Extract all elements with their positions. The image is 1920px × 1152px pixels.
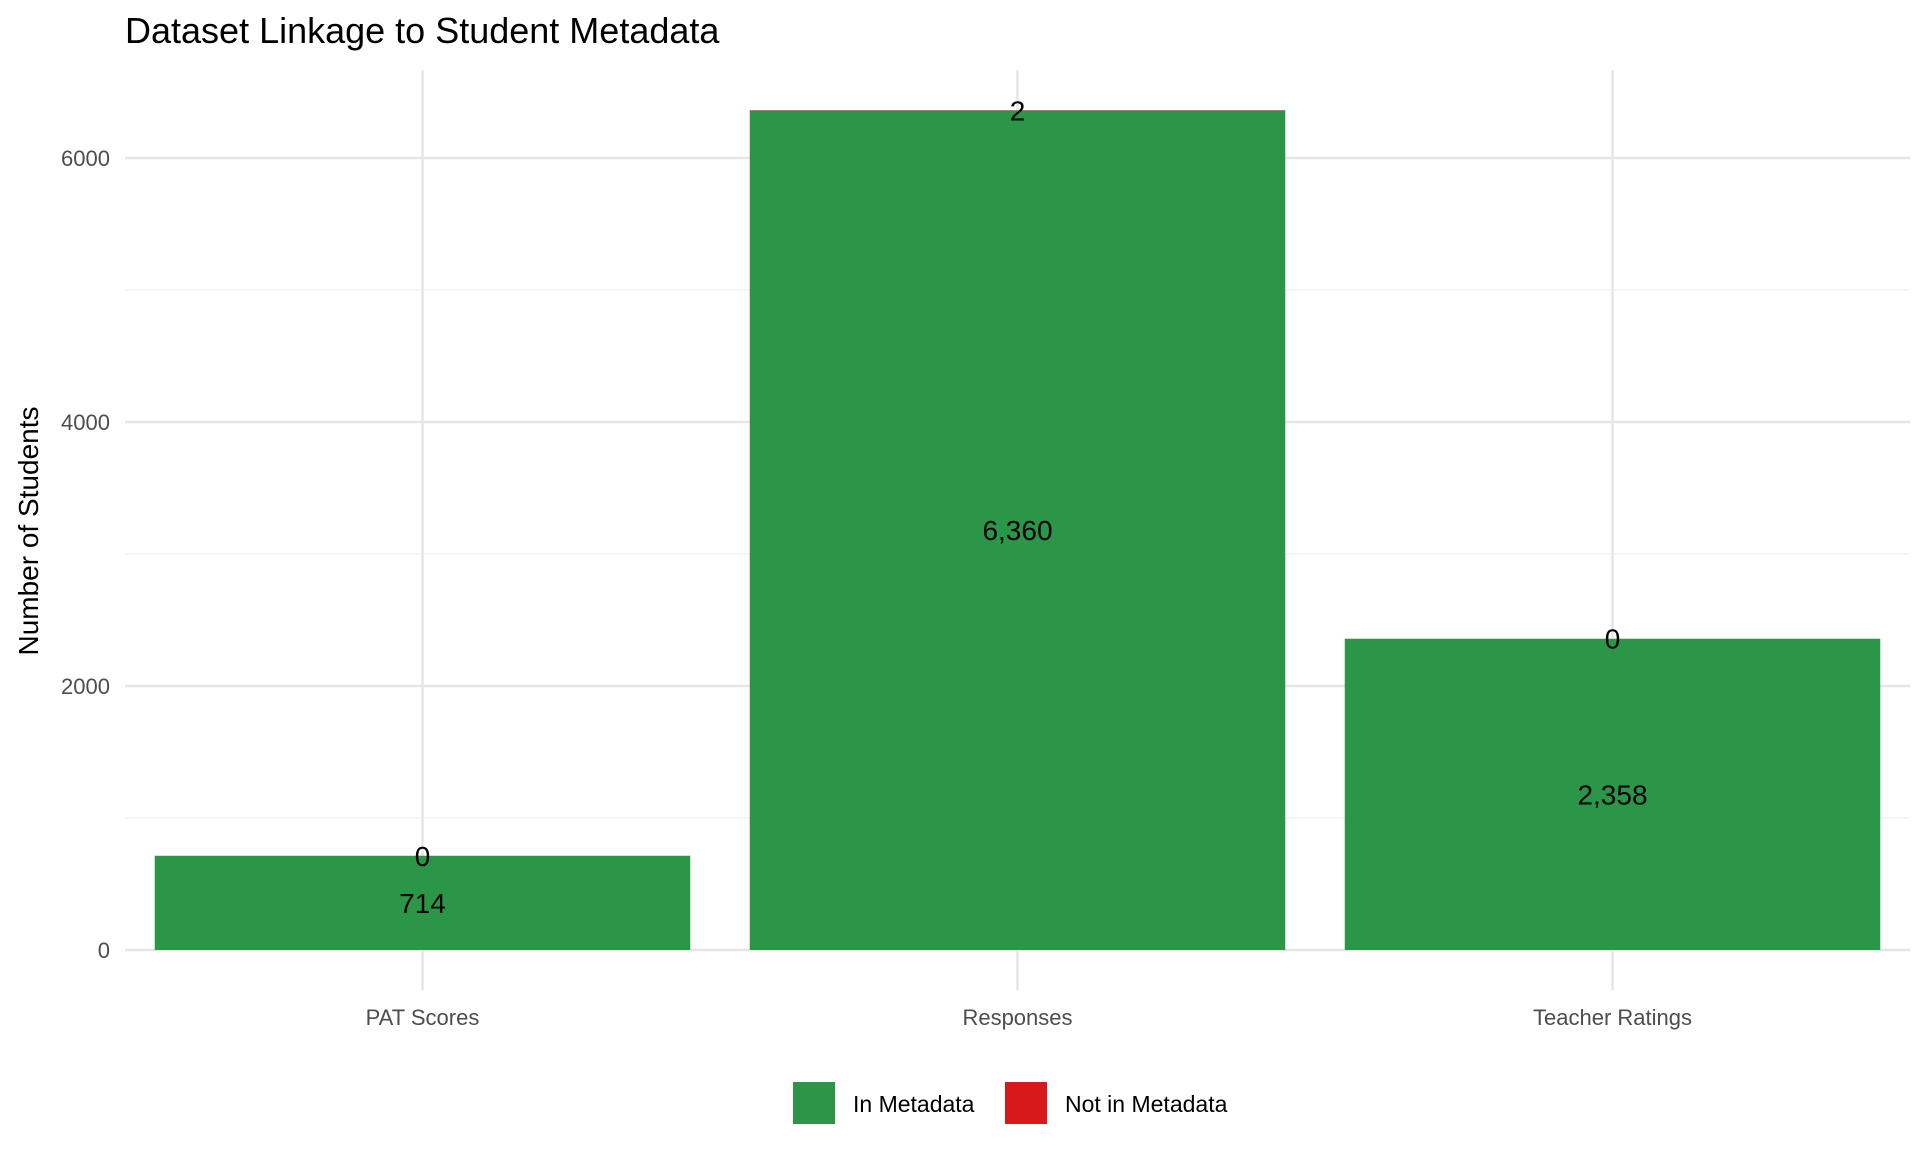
legend-label: In Metadata — [853, 1091, 975, 1117]
legend-label: Not in Metadata — [1065, 1091, 1228, 1117]
value-label: 0 — [415, 841, 431, 872]
chart-title: Dataset Linkage to Student Metadata — [125, 10, 720, 51]
y-axis-title: Number of Students — [13, 406, 44, 655]
value-label: 714 — [399, 888, 446, 919]
y-tick-label: 4000 — [61, 410, 110, 435]
value-label: 6,360 — [982, 515, 1052, 546]
legend-swatch — [793, 1082, 835, 1124]
value-label: 2 — [1010, 95, 1026, 126]
value-labels-layer: 714 0 6,360 2 2,358 0 — [399, 95, 1647, 919]
y-tick-label: 6000 — [61, 146, 110, 171]
bar-in-metadata-1 — [749, 110, 1286, 951]
value-label: 0 — [1605, 624, 1621, 655]
value-label: 2,358 — [1577, 779, 1647, 810]
x-tick-label: PAT Scores — [366, 1005, 480, 1030]
axis-layer: 0 2000 4000 6000 PAT Scores Responses Teacher … — [61, 146, 1692, 1030]
legend: In Metadata Not in Metadata — [793, 1082, 1228, 1124]
y-tick-label: 0 — [98, 938, 110, 963]
x-tick-label: Teacher Ratings — [1533, 1005, 1692, 1030]
y-tick-label: 2000 — [61, 674, 110, 699]
legend-swatch — [1005, 1082, 1047, 1124]
bar-in-metadata-2 — [1344, 638, 1881, 950]
bars-layer — [154, 110, 1881, 951]
bar-in-metadata-0 — [154, 855, 691, 950]
x-tick-label: Responses — [962, 1005, 1072, 1030]
